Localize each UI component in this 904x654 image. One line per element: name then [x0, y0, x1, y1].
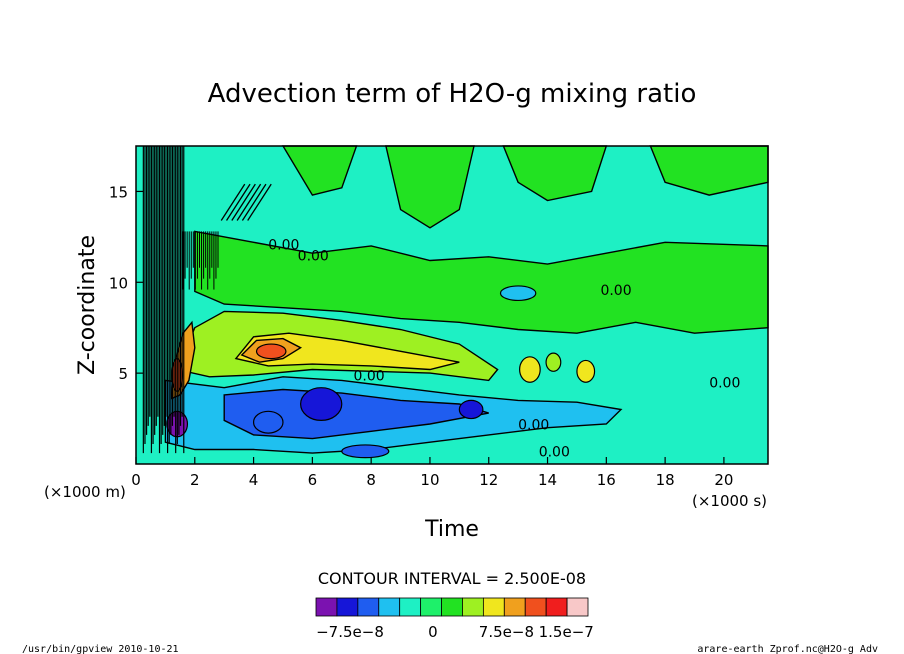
y-axis-title: Z-coordinate — [75, 235, 100, 375]
contour-line — [236, 183, 262, 221]
contour-region — [194, 230, 769, 334]
x-axis: 0 2 4 6 8 10 12 14 16 18 20 — [131, 457, 733, 489]
contour-region — [499, 285, 537, 302]
x-tick-label: 10 — [420, 471, 439, 489]
colorbar-swatch — [357, 597, 380, 617]
contour-line — [241, 183, 267, 221]
contour-line — [231, 183, 256, 221]
colorbar-swatch — [524, 597, 547, 617]
colorbar-swatch — [566, 597, 589, 617]
plot-frame — [135, 145, 769, 465]
y-tick-label: 10 — [109, 274, 128, 292]
contour-fields: 0.000.000.000.000.000.000.00 — [142, 145, 769, 461]
colorbar-tick-label: 1.5e−7 — [539, 623, 594, 641]
colorbar-swatch — [315, 597, 338, 617]
contour-line — [225, 183, 251, 221]
y-axis: 5 10 15 — [109, 183, 143, 383]
colorbar-tick-label: 0 — [428, 623, 438, 641]
colorbar-swatch — [336, 597, 359, 617]
x-tick-label: 18 — [656, 471, 675, 489]
contour-region — [234, 332, 460, 371]
x-unit-label: (×1000 s) — [692, 492, 767, 510]
colorbar-swatch — [462, 597, 484, 617]
contour-region — [519, 356, 541, 383]
x-tick-label: 2 — [190, 471, 200, 489]
x-tick-label: 12 — [479, 471, 498, 489]
contour-label: 0.00 — [539, 445, 570, 461]
colorbar-swatch — [378, 597, 401, 617]
colorbar-swatch — [420, 597, 442, 617]
contour-region — [458, 399, 484, 420]
x-tick-label: 4 — [249, 471, 259, 489]
contour-region — [341, 444, 390, 459]
footer-left: /usr/bin/gpview 2010-10-21 — [22, 644, 179, 654]
x-tick-label: 6 — [308, 471, 318, 489]
contour-label: 0.00 — [268, 238, 299, 254]
contour-label: 0.00 — [709, 376, 740, 392]
contour-label: 0.00 — [354, 368, 385, 384]
y-unit-label: (×1000 m) — [44, 483, 126, 501]
x-tick-label: 20 — [714, 471, 733, 489]
colorbar-swatch — [503, 597, 526, 617]
colorbar-tick-labels: −7.5e−8 0 7.5e−8 1.5e−7 — [316, 623, 594, 641]
colorbar-tick-label: 7.5e−8 — [479, 623, 534, 641]
contour-region — [255, 343, 287, 360]
x-tick-label: 0 — [131, 471, 141, 489]
contour-line — [220, 183, 246, 221]
contour-region — [252, 410, 284, 434]
colorbar-swatch — [441, 597, 463, 617]
colorbar-swatch — [545, 597, 568, 617]
x-tick-label: 16 — [597, 471, 616, 489]
contour-line — [247, 183, 272, 221]
plot-area: 0.000.000.000.000.000.000.00 — [135, 145, 769, 465]
y-tick-label: 5 — [118, 365, 128, 383]
x-tick-label: 8 — [366, 471, 376, 489]
contour-label: 0.00 — [518, 417, 549, 433]
x-axis-title: Time — [424, 517, 479, 542]
footer-right: arare-earth_Zprof.nc@H2O-g_Adv — [697, 644, 878, 654]
colorbar-tick-label: −7.5e−8 — [316, 623, 384, 641]
contour-region — [545, 352, 562, 372]
contour-interval-text: CONTOUR INTERVAL = 2.500E-08 — [318, 569, 586, 588]
contour-label: 0.00 — [600, 283, 631, 299]
colorbar — [315, 597, 589, 617]
colorbar-swatch — [399, 597, 422, 617]
contour-region — [300, 387, 343, 421]
x-tick-label: 14 — [538, 471, 557, 489]
contour-label: 0.00 — [298, 248, 329, 264]
contour-region — [576, 359, 596, 383]
y-tick-label: 15 — [109, 183, 128, 201]
colorbar-swatch — [482, 597, 505, 617]
chart-title: Advection term of H2O-g mixing ratio — [208, 79, 697, 109]
